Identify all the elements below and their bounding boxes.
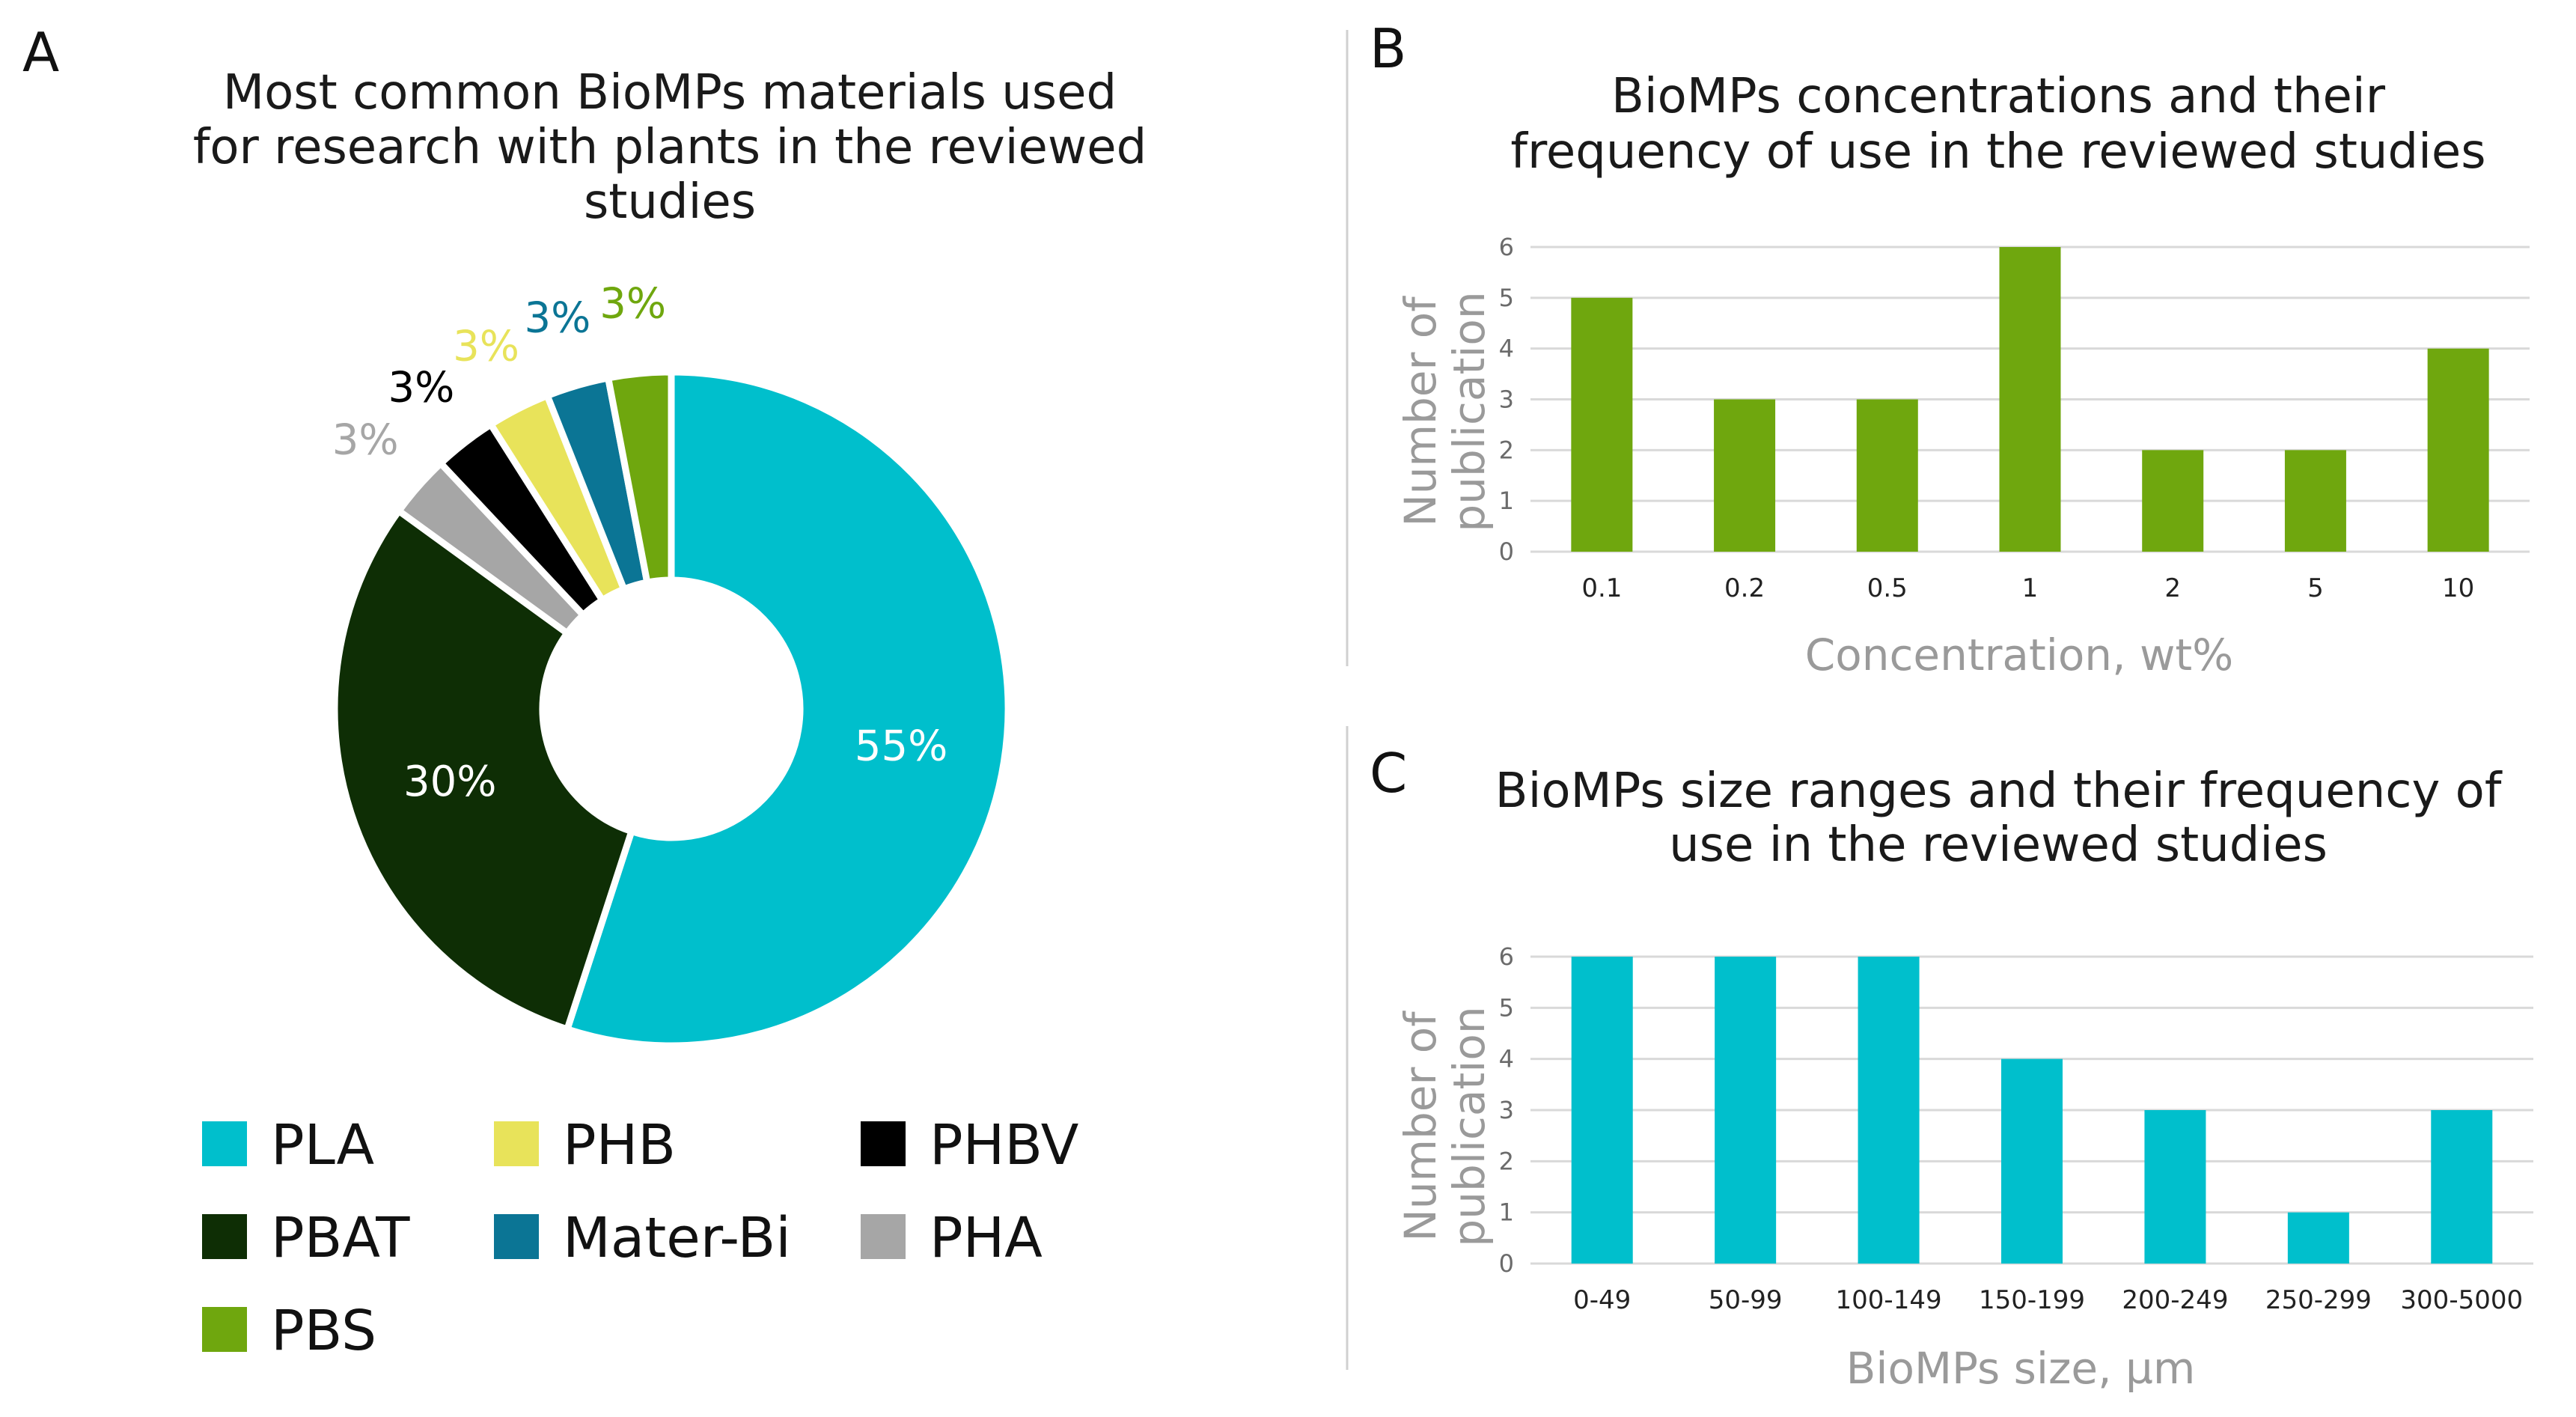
panel-a-title-line-1: Most common BioMPs materials used — [223, 65, 1117, 121]
panel-c-bar-100-149 — [1858, 957, 1920, 1264]
panel-b-y-axis-title-line-1: Number of — [1395, 296, 1446, 527]
pie-label-pbat: 30% — [403, 758, 496, 806]
legend-label-pbat: PBAT — [271, 1206, 410, 1270]
panel-c-bar-chart: C BioMPs size ranges and their frequency… — [1370, 742, 2533, 1394]
pie-slice-pbs — [604, 368, 675, 587]
panel-b-x-ticks: 0.1 0.2 0.5 1 2 5 10 — [1581, 573, 2474, 603]
panel-c-bar-200-249 — [2144, 1110, 2206, 1264]
panel-c-letter: C — [1370, 742, 1407, 805]
panel-b-title-line-1: BioMPs concentrations and their — [1611, 69, 2386, 124]
panel-c-bar-50-99 — [1715, 957, 1777, 1264]
pie-labels: 55%30%3%3%3%3% 3% — [332, 279, 948, 806]
panel-c-x-tick-150-199: 150-199 — [1979, 1285, 2085, 1315]
panel-b-letter: B — [1370, 17, 1406, 80]
panel-c-bar-300-5000 — [2431, 1110, 2493, 1264]
panel-c-y-tick-5: 5 — [1499, 993, 1514, 1022]
legend-label-pla: PLA — [271, 1113, 375, 1177]
panel-b-y-tick-2: 2 — [1499, 436, 1514, 464]
panel-c-y-tick-4: 4 — [1499, 1045, 1514, 1073]
panel-c-x-tick-50-99: 50-99 — [1709, 1285, 1783, 1315]
panel-b-x-tick-1: 1 — [2022, 573, 2039, 603]
panel-c-x-tick-300-5000: 300-5000 — [2400, 1285, 2523, 1315]
panel-c-x-ticks: 0-49 50-99 100-149 150-199 200-249 250-299 300… — [1573, 1285, 2523, 1315]
panel-c-y-tick-1: 1 — [1499, 1198, 1514, 1227]
panel-b-bar-0-2 — [1714, 399, 1776, 552]
panel-b-y-tick-5: 5 — [1499, 284, 1514, 312]
panel-c-bar-250-299 — [2287, 1212, 2349, 1264]
panel-a-title-line-2: for research with plants in the reviewed — [193, 120, 1147, 175]
panel-c-y-ticks: 0 1 2 3 4 5 6 — [1499, 942, 1514, 1278]
panel-b-y-tick-6: 6 — [1499, 233, 1514, 261]
panel-b-bar-0-5 — [1856, 399, 1918, 552]
legend-label-mater-bi: Mater-Bi — [563, 1206, 791, 1270]
panel-c-title-line-2: use in the reviewed studies — [1669, 817, 2328, 873]
legend-swatch-pha — [861, 1214, 906, 1259]
pie-legend: PLA PHB PHBV PBAT Mater-Bi PHA PBS — [202, 1113, 1079, 1363]
panel-a-pie-chart: A Most common BioMPs materials used for … — [22, 21, 1147, 1363]
panel-b-bar-1 — [1999, 247, 2061, 552]
panel-b-y-tick-4: 4 — [1499, 335, 1514, 363]
panel-c-x-tick-250-299: 250-299 — [2265, 1285, 2372, 1315]
panel-b-x-tick-5: 5 — [2307, 573, 2324, 603]
panel-c-y-tick-6: 6 — [1499, 942, 1514, 971]
panel-c-y-axis-title-line-1: Number of — [1395, 1011, 1446, 1242]
legend-label-pbs: PBS — [271, 1299, 376, 1363]
panel-b-bar-10 — [2427, 348, 2489, 552]
pie-slice-pbat — [331, 506, 636, 1034]
panel-b-y-tick-0: 0 — [1499, 537, 1514, 566]
panel-b-x-tick-0-1: 0.1 — [1581, 573, 1622, 603]
panel-c-bar-150-199 — [2001, 1058, 2063, 1264]
panel-b-x-tick-10: 10 — [2442, 573, 2474, 603]
panel-b-title-line-2: frequency of use in the reviewed studies — [1510, 124, 2485, 180]
legend-label-phb: PHB — [563, 1113, 676, 1177]
panel-b-x-tick-2: 2 — [2164, 573, 2181, 603]
panel-b-bars — [1571, 247, 2489, 552]
panel-c-y-tick-0: 0 — [1499, 1249, 1514, 1278]
legend-swatch-pla — [202, 1121, 247, 1166]
legend-label-pha: PHA — [930, 1206, 1043, 1270]
legend-swatch-pbs — [202, 1307, 247, 1352]
legend-swatch-pbat — [202, 1214, 247, 1259]
panel-c-bars — [1571, 957, 2493, 1264]
panel-b-bar-2 — [2142, 450, 2204, 552]
panel-b-y-axis-title-line-2: publication — [1444, 291, 1495, 531]
panel-b-bar-chart: B BioMPs concentrations and their freque… — [1370, 17, 2530, 680]
panel-b-x-tick-0-2: 0.2 — [1724, 573, 1765, 603]
pie-slice-pla — [563, 368, 1012, 1049]
panel-c-y-axis-title-line-2: publication — [1444, 1006, 1495, 1246]
panel-b-y-ticks: 0 1 2 3 4 5 6 — [1499, 233, 1514, 566]
panel-b-x-tick-0-5: 0.5 — [1867, 573, 1908, 603]
pie-label-phbv: 3% — [388, 363, 455, 412]
pie-label-phb: 3% — [453, 322, 519, 371]
panel-c-y-tick-2: 2 — [1499, 1147, 1514, 1175]
pie-label-pla: 55% — [855, 722, 947, 771]
panel-c-x-tick-0-49: 0-49 — [1573, 1285, 1631, 1315]
panel-b-bar-0-1 — [1571, 297, 1633, 552]
pie-slices — [331, 368, 1012, 1049]
panel-c-y-tick-3: 3 — [1499, 1096, 1514, 1124]
legend-swatch-phb — [494, 1121, 539, 1166]
panel-c-x-axis-title: BioMPs size, µm — [1846, 1343, 2196, 1394]
legend-swatch-mater-bi — [494, 1214, 539, 1259]
panel-c-bar-0-49 — [1571, 957, 1633, 1264]
legend-label-phbv: PHBV — [930, 1113, 1079, 1177]
panel-c-x-tick-100-149: 100-149 — [1836, 1285, 1942, 1315]
pie-label-pha: 3% — [332, 416, 399, 465]
panel-b-y-tick-3: 3 — [1499, 386, 1514, 414]
pie-label-mater-bi: 3% — [525, 294, 591, 343]
panel-c-title-line-1: BioMPs size ranges and their frequency o… — [1495, 764, 2503, 819]
pie-label-pbs: 3% — [599, 279, 666, 328]
legend-swatch-phbv — [861, 1121, 906, 1166]
panel-b-bar-5 — [2284, 450, 2346, 552]
panel-b-x-axis-title: Concentration, wt% — [1805, 630, 2233, 680]
panel-c-x-tick-200-249: 200-249 — [2122, 1285, 2228, 1315]
panel-a-title-line-3: studies — [584, 174, 756, 230]
panel-b-y-tick-1: 1 — [1499, 487, 1514, 515]
panel-a-letter: A — [22, 21, 59, 84]
